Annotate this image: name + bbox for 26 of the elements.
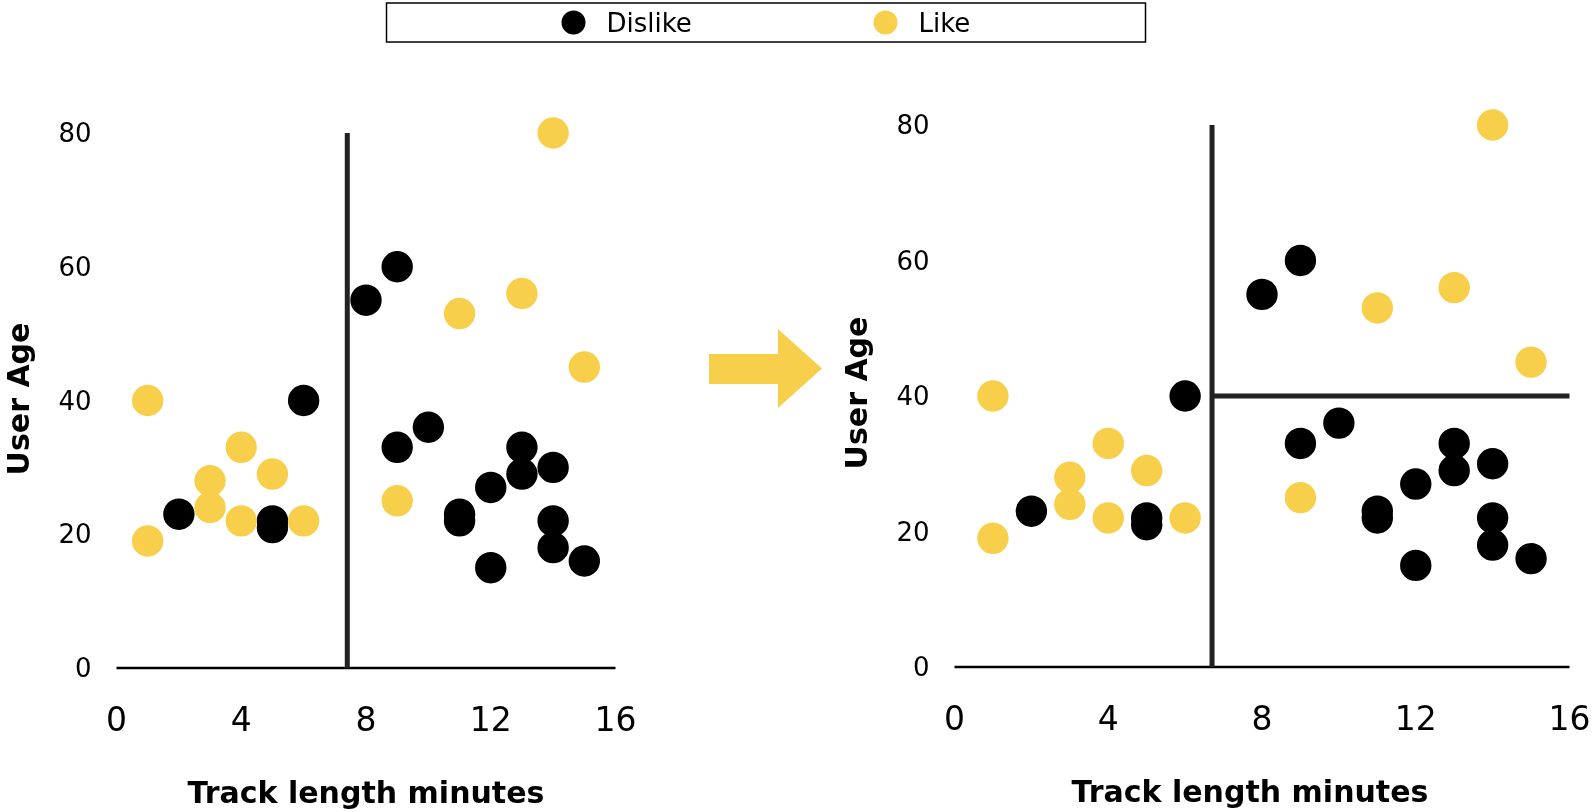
- x-tick-label: 8: [355, 699, 377, 739]
- y-axis-title: User Age: [838, 316, 874, 470]
- legend-label: Like: [918, 7, 971, 38]
- x-axis-title: Track length minutes: [187, 774, 545, 810]
- y-tick-label: 40: [58, 385, 92, 416]
- y-tick-label: 60: [896, 245, 930, 276]
- x-tick-label: 12: [1394, 698, 1437, 738]
- x-tick-label: 0: [106, 699, 127, 739]
- y-tick-label: 0: [912, 652, 930, 682]
- x-tick-label: 4: [1097, 698, 1119, 738]
- y-tick-label: 80: [896, 110, 930, 140]
- x-tick-label: 4: [230, 699, 252, 739]
- x-tick-label: 8: [1251, 698, 1273, 738]
- legend-label: Dislike: [606, 7, 692, 38]
- x-axis-title: Track length minutes: [1071, 773, 1429, 809]
- x-tick-label: 16: [594, 699, 637, 739]
- y-axis-title: User Age: [0, 322, 36, 476]
- y-tick-label: 60: [58, 251, 92, 282]
- y-tick-label: 20: [58, 519, 92, 550]
- x-tick-label: 0: [944, 698, 965, 738]
- y-tick-label: 40: [896, 381, 930, 411]
- x-tick-label: 12: [469, 699, 512, 739]
- y-tick-label: 0: [74, 653, 92, 683]
- x-tick-label: 16: [1548, 698, 1591, 738]
- y-tick-label: 80: [58, 118, 92, 148]
- y-tick-label: 20: [896, 516, 930, 547]
